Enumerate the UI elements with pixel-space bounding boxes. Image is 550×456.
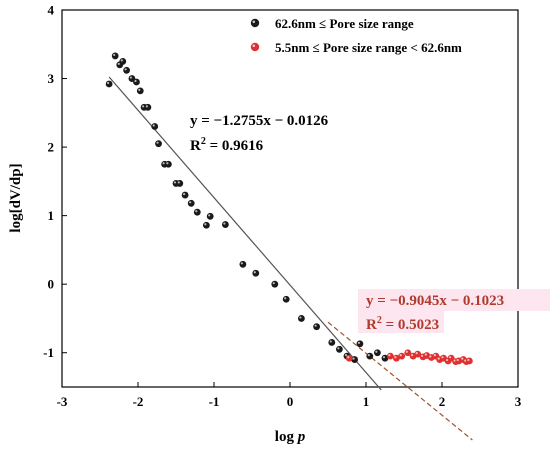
data-point-series-0 — [133, 78, 140, 86]
x-tick-label: -2 — [133, 394, 144, 409]
legend: 62.6nm ≤ Pore size range 5.5nm ≤ Pore si… — [250, 16, 462, 55]
x-axis-title: log p — [275, 429, 306, 445]
y-tick-label: -1 — [43, 345, 54, 360]
data-point-series-0 — [203, 221, 210, 229]
x-tick-label: 1 — [363, 394, 370, 409]
data-points — [105, 52, 473, 366]
data-point-series-0 — [336, 345, 343, 353]
data-point-series-1 — [404, 349, 412, 357]
data-point-series-0 — [165, 160, 172, 168]
data-point-series-0 — [136, 87, 144, 95]
data-point-series-0 — [144, 103, 152, 111]
data-point-series-0 — [356, 340, 364, 348]
x-axis-title-italic: p — [296, 429, 306, 445]
data-point-series-0 — [105, 80, 113, 88]
r2-1-sup: 2 — [377, 315, 382, 326]
data-point-series-0 — [206, 212, 214, 220]
data-point-series-0 — [328, 339, 336, 346]
fit-r2-0: R2 = 0.9616 — [190, 136, 264, 154]
regression-lines — [108, 76, 473, 441]
data-point-series-0 — [119, 58, 127, 65]
data-point-series-1 — [345, 354, 353, 362]
y-tick-label: 1 — [48, 208, 55, 223]
legend-label-1: 5.5nm ≤ Pore size range < 62.6nm — [275, 40, 462, 55]
r2-0-sup: 2 — [201, 136, 206, 147]
x-axis: -3 -2 -1 0 1 2 3 — [57, 382, 522, 409]
legend-marker-0 — [250, 18, 260, 28]
x-tick-label: -1 — [209, 394, 220, 409]
data-point-series-0 — [193, 208, 201, 216]
legend-label-0: 62.6nm ≤ Pore size range — [275, 16, 414, 31]
y-tick-label: 4 — [48, 3, 55, 18]
y-tick-label: 0 — [48, 277, 55, 292]
data-point-series-0 — [181, 191, 189, 199]
fit-equation-0: y = −1.2755x − 0.0126 — [190, 113, 329, 129]
x-tick-label: -3 — [57, 394, 68, 409]
equation-highlight-1 — [358, 289, 550, 311]
data-point-series-1 — [398, 352, 406, 360]
data-point-series-0 — [176, 180, 184, 187]
data-point-series-0 — [151, 123, 159, 130]
data-point-series-0 — [271, 280, 279, 288]
y-tick-label: 2 — [48, 140, 55, 155]
x-tick-label: 3 — [515, 394, 522, 409]
x-tick-label: 0 — [287, 394, 294, 409]
x-tick-label: 2 — [439, 394, 446, 409]
data-point-series-0 — [222, 221, 229, 228]
legend-marker-1 — [250, 42, 260, 52]
data-point-series-1 — [414, 350, 422, 358]
data-point-series-0 — [111, 52, 119, 60]
data-point-series-1 — [393, 354, 400, 362]
fit-equation-1: y = −0.9045x − 0.1023 — [366, 293, 504, 309]
data-point-series-0 — [239, 260, 247, 268]
data-point-series-1 — [386, 352, 394, 360]
fit-r2-1: R2 = 0.5023 — [366, 315, 439, 333]
data-point-series-0 — [252, 269, 260, 277]
data-point-series-0 — [123, 66, 130, 74]
r2-highlight-1 — [358, 311, 444, 333]
y-tick-label: 3 — [48, 71, 55, 86]
data-point-series-0 — [155, 140, 162, 148]
fit-line-1 — [327, 321, 473, 441]
data-point-series-0 — [282, 295, 290, 303]
y-axis-title: log[dV/dp] — [8, 163, 24, 232]
r2-1-value: = 0.5023 — [382, 317, 439, 333]
data-point-series-0 — [298, 315, 305, 322]
x-axis-title-main: log — [275, 429, 298, 445]
data-point-series-0 — [187, 199, 195, 207]
r2-0-label: R — [190, 138, 201, 154]
data-point-series-1 — [465, 357, 473, 365]
data-point-series-0 — [366, 352, 374, 360]
r2-0-value: = 0.9616 — [206, 138, 264, 154]
plot-area — [61, 9, 519, 388]
data-point-series-0 — [313, 323, 320, 331]
data-point-series-0 — [374, 349, 381, 357]
data-point-series-0 — [351, 356, 358, 363]
data-point-series-0 — [381, 354, 389, 362]
y-axis: -1 0 1 2 3 4 — [43, 3, 67, 360]
r2-1-label: R — [366, 317, 377, 333]
